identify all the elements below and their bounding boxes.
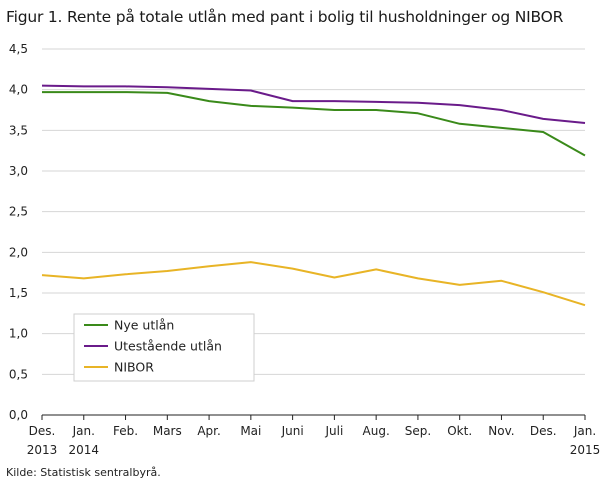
y-axis-ticks: 0,0 0,5 1,0 1,5 2,0 2,5 3,0 3,5 4,0 4,5 (9, 42, 28, 422)
x-tick-label: Juni (281, 424, 304, 438)
chart-title: Figur 1. Rente på totale utlån med pant … (6, 8, 564, 26)
y-tick-label: 2,5 (9, 205, 28, 219)
x-tick-label: Nov. (488, 424, 514, 438)
series-lines (41, 84, 586, 307)
y-tick-label: 4,5 (9, 42, 28, 56)
x-tick-label: Juli (324, 424, 343, 438)
legend-label: Utestående utlån (114, 339, 222, 354)
x-axis: Des. 2013 Jan. 2014 Feb. Mars Apr. Mai Juni Juli A… (27, 414, 601, 457)
y-tick-label: 1,5 (9, 286, 28, 300)
x-tick-label: Feb. (113, 424, 138, 438)
series-line-2 (41, 261, 586, 307)
source-note: Kilde: Statistisk sentralbyrå. (6, 466, 161, 479)
x-tick-label: Jan. (573, 424, 596, 438)
x-tick-label: Mars (153, 424, 182, 438)
y-tick-label: 1,0 (9, 327, 28, 341)
grid-lines (42, 48, 585, 375)
x-tick-label: Apr. (197, 424, 220, 438)
legend: Nye utlån Utestående utlån NIBOR (73, 313, 255, 382)
y-tick-label: 4,0 (9, 83, 28, 97)
x-tick-year-label: 2014 (68, 443, 99, 457)
x-tick-label: Des. (530, 424, 557, 438)
series-line-0 (42, 91, 586, 157)
y-tick-label: 3,5 (9, 123, 28, 137)
y-tick-label: 0,0 (9, 408, 28, 422)
series-line-1 (41, 84, 586, 124)
x-tick-label: Des. (29, 424, 56, 438)
x-tick-label: Jan. (72, 424, 95, 438)
legend-label: NIBOR (114, 360, 154, 375)
x-tick-label: Okt. (447, 424, 472, 438)
y-tick-label: 2,0 (9, 245, 28, 259)
y-tick-label: 3,0 (9, 164, 28, 178)
x-tick-year-label: 2015 (570, 443, 601, 457)
x-tick-label: Aug. (363, 424, 390, 438)
legend-label: Nye utlån (114, 318, 174, 333)
x-tick-label: Sep. (405, 424, 431, 438)
y-tick-label: 0,5 (9, 367, 28, 381)
x-tick-year-label: 2013 (27, 443, 58, 457)
x-tick-label: Mai (240, 424, 261, 438)
